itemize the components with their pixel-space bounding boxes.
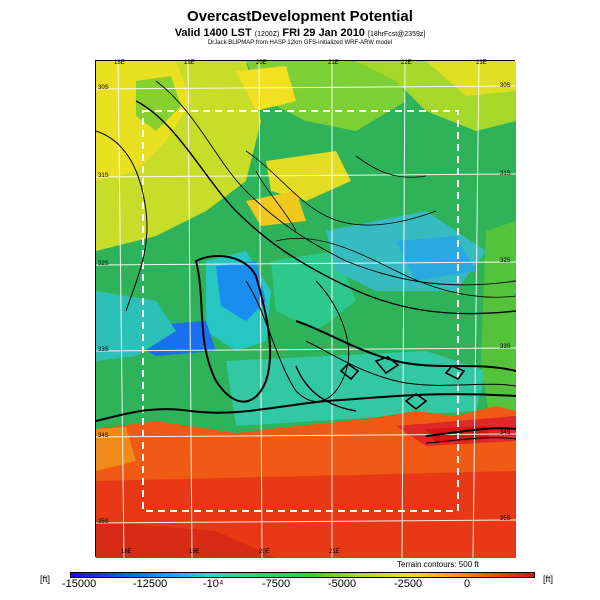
- lon-label-top: 22E: [401, 60, 412, 66]
- valid-time-subtitle: Valid 1400 LST (1200Z) FRI 29 Jan 2010 […: [0, 27, 600, 39]
- colorbar-tick: -12500: [133, 578, 168, 590]
- utc-time: (1200Z): [254, 31, 280, 38]
- model-credit: DrJack BLIPMAP from HASP 12km GFS-initia…: [207, 40, 393, 46]
- lon-label-bottom: 18E: [121, 549, 132, 555]
- colorbar-tick: -5000: [328, 578, 357, 590]
- colorbar-tick: -15000: [62, 578, 97, 590]
- lon-label-top: 21E: [328, 60, 339, 66]
- lat-label-left: 33S: [98, 347, 109, 353]
- lon-label-top: 19E: [184, 60, 195, 66]
- colorbar: [70, 572, 535, 578]
- forecast-hour: [18hrFcst@2359z]: [368, 31, 426, 38]
- lat-label-left: 35S: [98, 519, 109, 525]
- terrain-contour-note: Terrain contours: 500 ft: [397, 560, 479, 569]
- lat-label-right: 34S: [500, 430, 511, 436]
- colorbar-unit-right: [ft]: [543, 574, 554, 584]
- lat-label-left: 31S: [98, 173, 109, 179]
- lon-label-bottom: 19E: [189, 549, 200, 555]
- colorbar-unit-left: [ft]: [40, 574, 51, 584]
- lat-label-left: 34S: [98, 433, 109, 439]
- lon-label-top: 20E: [256, 60, 267, 66]
- lat-label-right: 33S: [500, 344, 511, 350]
- lat-label-left: 30S: [98, 85, 109, 91]
- colorbar-tick: -7500: [262, 578, 291, 590]
- lat-label-right: 35S: [500, 516, 511, 522]
- valid-time: Valid 1400 LST: [174, 27, 252, 39]
- forecast-date: FRI 29 Jan 2010: [282, 27, 365, 39]
- map-field-graphic: [96, 61, 516, 558]
- colorbar-tick: 0: [464, 578, 471, 590]
- chart-title: OvercastDevelopment Potential: [187, 8, 413, 25]
- lon-label-bottom: 20E: [259, 549, 270, 555]
- lon-label-bottom: 21E: [329, 549, 340, 555]
- lon-label-top: 23E: [476, 60, 487, 66]
- lat-label-right: 30S: [500, 83, 511, 89]
- colorbar-tick: -10⁴: [203, 578, 224, 590]
- lat-label-left: 32S: [98, 261, 109, 267]
- lon-label-top: 18E: [114, 60, 125, 66]
- forecast-map: 18E 19E 20E 21E 22E 23E 30S 31S 32S 33S …: [95, 60, 516, 558]
- colorbar-tick: -2500: [394, 578, 423, 590]
- lat-label-right: 31S: [500, 171, 511, 177]
- lat-label-right: 32S: [500, 258, 511, 264]
